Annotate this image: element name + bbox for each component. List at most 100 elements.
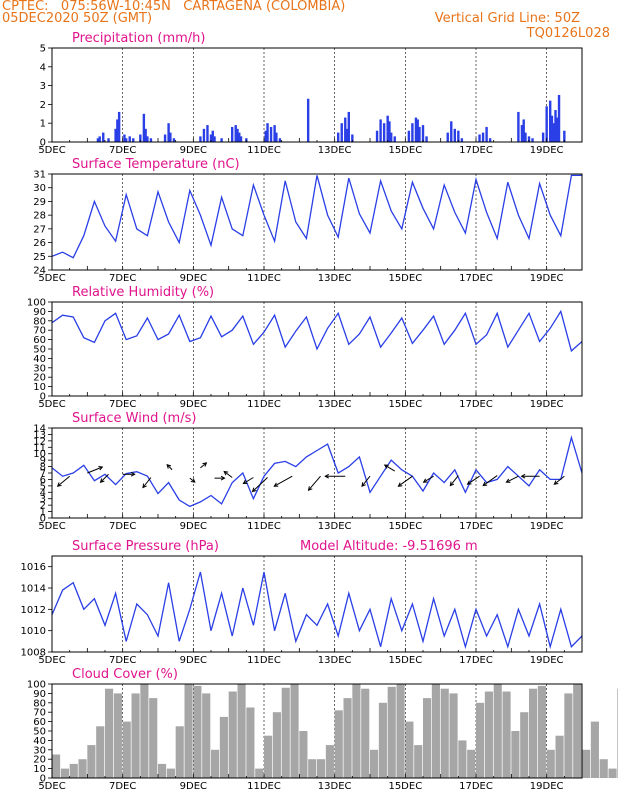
precip-bar [418,126,421,142]
precip-bar [552,123,555,142]
x-tick-label: 13DEC [318,145,352,156]
x-tick-label: 19DEC [530,655,564,666]
cloud-bar [529,688,538,778]
precip-bar [269,126,273,142]
panel-title: Relative Humidity (%) [72,285,214,300]
x-tick-label: 9DEC [180,273,207,284]
precip-bar [345,128,349,142]
cloud-bar [131,693,140,778]
precip-bar [563,130,566,142]
precip-bar [306,98,310,142]
cloud-bar [511,731,520,778]
wind-vector [166,464,173,471]
y-tick-label: 5 [40,44,46,55]
precip-bar [390,132,393,142]
wind-vector [273,475,293,487]
precip-bar [411,123,414,142]
y-tick-label: 28 [33,211,46,222]
x-tick-label: 9DEC [180,145,207,156]
cloud-bar [52,754,61,778]
x-tick-label: 5DEC [38,781,65,792]
x-tick-label: 11DEC [247,399,281,410]
y-tick-label: 1014 [21,584,46,595]
y-tick-label: 4 [40,62,46,73]
y-tick-label: 14 [33,424,46,435]
y-tick-label: 9 [40,456,46,467]
precip-bar [554,110,557,142]
y-tick-label: 70 [33,708,46,719]
cloud-bar [78,759,87,778]
x-tick-label: 11DEC [247,521,281,532]
cloud-bar [555,735,564,778]
panel-frame [51,173,583,271]
y-tick-label: 90 [33,689,46,700]
precip-bar [421,125,425,142]
x-tick-label: 15DEC [388,521,422,532]
cloud-bar [423,698,432,778]
wind-vector [122,471,136,477]
cloud-bar [414,745,423,778]
precip-bar [344,117,347,142]
precip-bar [379,119,382,142]
precip-bar [107,138,110,142]
y-tick-label: 1 [40,119,46,130]
precip-bar [149,138,153,142]
y-tick-label: 4 [40,488,46,499]
cloud-bar [149,698,158,778]
cloud-bar [502,691,511,778]
x-tick-label: 9DEC [180,399,207,410]
x-tick-label: 7DEC [109,521,136,532]
cloud-bar [308,759,317,778]
precip-bar [211,130,214,142]
wind-vector [520,473,540,479]
precip-bar [478,134,481,142]
y-tick-label: 70 [33,326,46,337]
precip-bar [517,111,520,142]
y-tick-label: 60 [33,717,46,728]
cloud-bar [334,710,343,778]
y-tick-label: 0 [40,138,46,149]
y-tick-label: 30 [33,363,46,374]
wind-vector [422,475,434,483]
x-tick-label: 19DEC [530,521,564,532]
precip-bar [407,130,411,142]
y-tick-label: 29 [33,197,46,208]
cloud-bar [564,693,573,778]
y-tick-label: 2 [40,501,46,512]
wind-vector [142,477,152,489]
panel-title: Cloud Cover (%) [72,667,178,682]
precip-bar [488,138,492,142]
y-tick-label: 1 [40,507,46,518]
cloud-bar [458,740,467,778]
x-tick-label: 17DEC [459,273,493,284]
cloud-bar [211,749,220,778]
cloud-bar [122,721,131,778]
y-tick-label: 20 [33,373,46,384]
precip-bar [117,111,121,142]
y-tick-label: 100 [27,680,46,691]
wind-vector [505,475,519,483]
y-tick-label: 90 [33,307,46,318]
precip-bar [375,130,379,142]
cloud-bar [69,763,78,778]
series-line [51,309,583,353]
cloud-bar [281,687,290,778]
cloud-bar [272,712,281,778]
cloud-bar [387,686,396,778]
precip-bar [202,128,206,142]
wind-vector [307,475,321,492]
precip-bar [142,113,146,142]
x-tick-label: 15DEC [388,781,422,792]
precip-bar [527,136,531,142]
cloud-bar [370,749,379,778]
cloud-bar [449,693,458,778]
cloud-bar [255,768,264,778]
precip-bar [541,132,545,142]
precip-bar [460,138,464,142]
precip-bar [556,117,559,142]
y-tick-label: 12 [33,436,46,447]
cloud-bar [113,693,122,778]
x-tick-label: 9DEC [180,521,207,532]
x-tick-label: 17DEC [459,655,493,666]
